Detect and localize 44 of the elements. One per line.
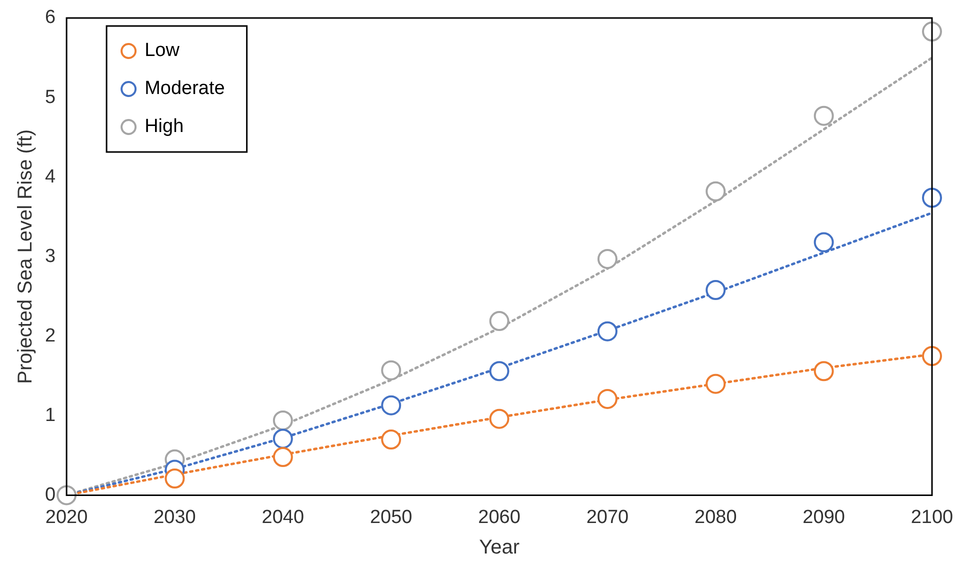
y-tick-label: 2 — [44, 325, 56, 346]
point — [272, 428, 293, 449]
x-tick-label: 2070 — [586, 506, 629, 528]
point — [597, 248, 618, 269]
point — [381, 430, 402, 450]
y-tick-label: 4 — [44, 166, 56, 188]
point — [922, 188, 942, 208]
point — [489, 408, 510, 429]
x-tick-label: 2030 — [154, 506, 196, 528]
point — [706, 280, 726, 300]
y-tick-label: 1 — [44, 404, 56, 426]
point — [489, 361, 510, 382]
x-tick-label: 2080 — [694, 506, 737, 528]
legend-label: Moderate — [144, 78, 225, 100]
x-tick-label: 2050 — [370, 506, 412, 528]
x-tick-label: 2020 — [45, 506, 88, 528]
point — [922, 346, 942, 366]
point — [814, 232, 834, 252]
legend-label: Low — [144, 40, 180, 62]
point — [597, 388, 618, 409]
x-axis-title: Year — [479, 536, 520, 559]
x-tick-label: 2090 — [802, 506, 845, 528]
x-tick-label: 2060 — [478, 506, 520, 528]
point — [922, 22, 942, 42]
point — [489, 311, 510, 332]
x-tick-label: 2100 — [910, 506, 954, 528]
point — [597, 321, 618, 342]
y-axis-title: Projected Sea Level Rise (ft) — [14, 129, 37, 384]
point — [814, 106, 834, 126]
point — [381, 395, 402, 416]
y-tick-label: 0 — [44, 484, 56, 506]
x-tick-label: 2040 — [262, 506, 304, 528]
point — [814, 361, 834, 382]
point — [706, 374, 726, 394]
y-tick-label: 3 — [44, 246, 56, 267]
point — [56, 485, 77, 506]
legend-label: High — [144, 116, 184, 138]
point — [164, 468, 185, 488]
point — [272, 410, 293, 430]
y-tick-label: 6 — [44, 7, 56, 28]
y-tick-label: 5 — [44, 86, 56, 108]
point — [381, 360, 402, 380]
point — [272, 447, 293, 468]
point — [706, 181, 726, 202]
